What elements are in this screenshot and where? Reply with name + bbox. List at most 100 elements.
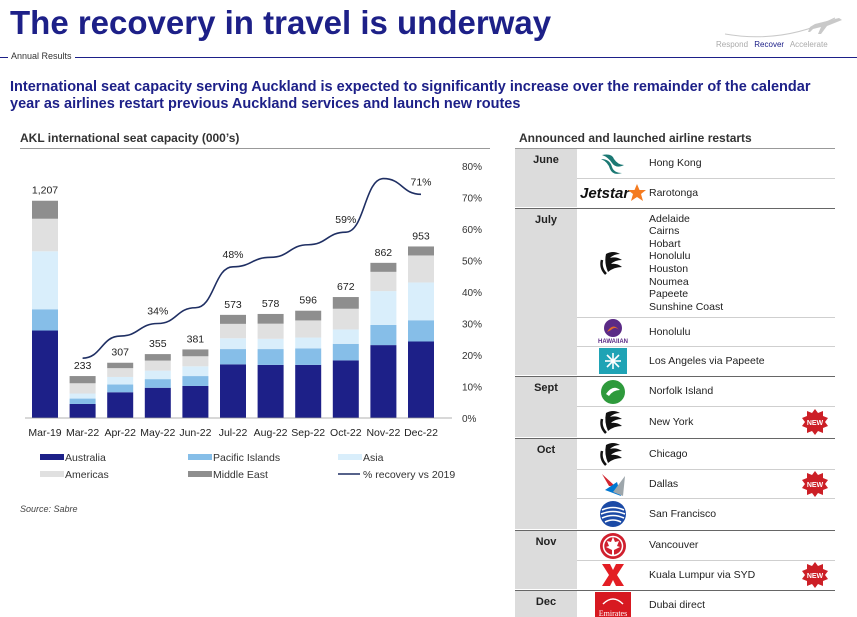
bar-asia-may-22 [144,370,171,380]
x-tick-oct-22: Oct-22 [330,427,362,439]
destination-sunshine-coast: Sunshine Coast [649,300,724,313]
x-tick-mar-19: Mar-19 [28,427,61,439]
bar-pacific-islands-apr-22 [107,384,134,393]
airline-row: Vancouver [577,531,835,560]
total-label-may-22: 355 [149,338,167,350]
airline-row: Emirates Dubai direct [577,591,835,617]
airline-row: Kuala Lumpur via SYD NEW [577,560,835,589]
total-label-sep-22: 596 [299,295,317,307]
airline-row: HAWAIIAN Honolulu [577,317,835,346]
bar-middle-east-oct-22 [332,297,359,309]
destination-cairns: Cairns [649,225,680,238]
bar-asia-apr-22 [107,376,134,385]
destination-rarotonga: Rarotonga [649,186,699,199]
bar-pacific-islands-aug-22 [257,349,284,365]
legend-label-pacific-islands: Pacific Islands [213,452,280,464]
destination-kuala-lumpur-via-syd: Kuala Lumpur via SYD [649,568,756,581]
bar-americas-sep-22 [295,320,322,338]
bar-middle-east-jun-22 [182,349,209,357]
phase-respond: Respond [716,40,749,49]
bar-pacific-islands-nov-22 [370,324,397,346]
destination-list: Los Angeles via Papeete [649,355,765,368]
cathay-pacific-logo [577,151,649,177]
air-new-zealand-logo [577,407,649,437]
month-group-oct: Oct Chicago Dallas NEW San Francisco [515,438,835,530]
destination-new-york: New York [649,415,694,428]
air-new-zealand-logo [577,248,649,278]
legend-label-americas: Americas [65,469,109,481]
airline-row: San Francisco [577,498,835,529]
bar-pacific-islands-oct-22 [332,343,359,361]
section-label: Annual Results [8,51,75,61]
bar-asia-sep-22 [295,337,322,349]
bar-middle-east-jul-22 [220,314,246,324]
bar-middle-east-mar-19 [32,200,58,219]
total-label-oct-22: 672 [337,281,355,293]
airline-row: New York NEW [577,406,835,437]
month-group-july: July Adelaide Cairns Hobart Honolulu Houston N… [515,208,835,376]
bar-americas-jul-22 [220,323,246,339]
restarts-title: Announced and launched airline restarts [519,131,752,145]
bar-asia-jun-22 [182,366,209,377]
bar-australia-aug-22 [257,364,284,418]
airplane-icon [724,17,842,38]
phase-accelerate: Accelerate [789,40,828,49]
section-divider [0,57,857,58]
month-label: Oct [515,439,577,529]
bar-asia-mar-19 [32,251,58,310]
destination-list: Vancouver [649,539,698,552]
x-tick-sep-22: Sep-22 [291,427,325,439]
legend-label-asia: Asia [363,452,384,464]
destination-list: Norfolk Island [649,385,713,398]
line-label-jul-22: 48% [222,249,243,261]
bar-middle-east-dec-22 [408,246,434,256]
phase-nav: Respond Recover Accelerate [716,40,832,49]
month-group-dec: Dec Emirates Dubai direct [515,590,835,617]
destination-honolulu: Honolulu [649,250,691,263]
emirates-wordmark: Emirates [599,609,627,617]
bar-pacific-islands-mar-19 [32,309,58,331]
bar-australia-dec-22 [408,341,434,418]
bar-australia-nov-22 [370,345,397,418]
bar-asia-aug-22 [257,338,284,350]
air-tahiti-nui-logo [577,348,649,374]
jetstar-logo: Jetstar [577,182,649,204]
airasia-x-logo [577,561,649,589]
month-label: Sept [515,377,577,437]
bar-americas-aug-22 [257,323,284,339]
recovery-line [82,177,422,359]
destination-noumea: Noumea [649,275,689,288]
y-right-tick-1: 10% [462,383,482,394]
destination-chicago: Chicago [649,447,688,460]
phase-recover: Recover [754,40,785,49]
total-label-jul-22: 573 [224,299,242,311]
airline-row: Chicago [577,439,835,469]
destination-list: Dubai direct [649,599,705,612]
month-label: July [515,209,577,375]
bar-asia-mar-22 [69,393,96,399]
legend-swatch-pacific-islands [188,454,212,460]
legend-swatch-asia [338,454,362,460]
destination-hong-kong: Hong Kong [649,157,702,170]
destination-list: San Francisco [649,508,716,521]
y-right-tick-4: 40% [462,288,482,299]
x-tick-jun-22: Jun-22 [179,427,211,439]
bar-australia-apr-22 [107,392,134,418]
destination-list: Chicago [649,448,688,461]
bar-americas-mar-19 [32,218,58,252]
total-label-apr-22: 307 [111,347,129,359]
destination-list: New York [649,416,693,429]
bar-australia-may-22 [144,387,171,418]
bar-middle-east-sep-22 [295,310,322,321]
air-canada-logo [577,532,649,560]
destination-hobart: Hobart [649,237,681,250]
total-label-mar-22: 233 [74,360,92,372]
bar-americas-dec-22 [408,255,434,283]
month-label: June [515,149,577,207]
x-tick-mar-22: Mar-22 [66,427,99,439]
airline-row: Norfolk Island [577,377,835,406]
line-label-dec-22: 71% [410,176,431,188]
bar-pacific-islands-jun-22 [182,376,209,386]
jetstar-wordmark: Jetstar [580,185,630,202]
new-badge-label: NEW [807,482,824,489]
